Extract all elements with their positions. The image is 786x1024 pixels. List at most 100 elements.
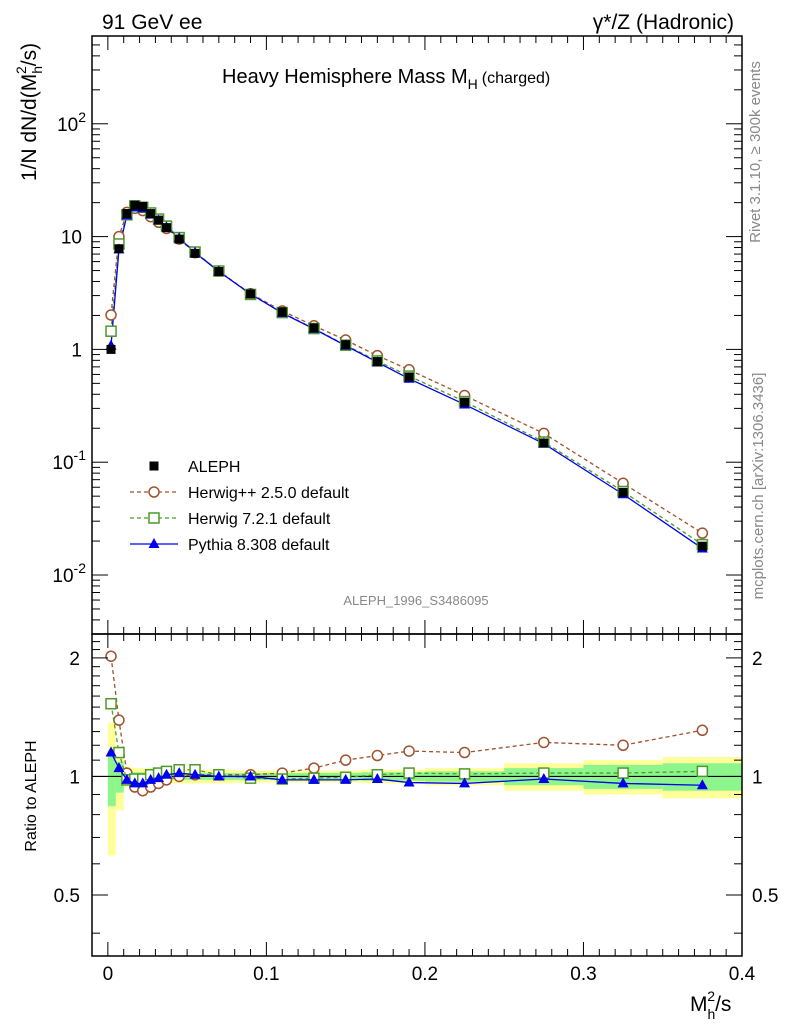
ratio-plot (105, 650, 709, 797)
y-tick-label: 10 (61, 228, 82, 249)
y-tick-label: 102 (57, 109, 86, 136)
plot-frames (91, 35, 743, 957)
data-point-aleph (246, 289, 256, 299)
data-point-herwigpp (308, 762, 320, 774)
axis-ticks: 0 0.1 0.2 0.3 0.4 10-2 10-1 1 10 102 0.5 0.5 1 1 2 2 (52, 35, 778, 985)
analysis-id: ALEPH_1996_S3486095 (343, 593, 488, 608)
ratio-band-stat (115, 761, 124, 793)
main-plot (105, 200, 709, 553)
ratio-y-tick-label-right: 2 (752, 649, 763, 670)
data-point-pythia (148, 538, 160, 548)
data-point-aleph (174, 234, 184, 244)
data-point-herwigpp (458, 746, 471, 759)
data-point-pythia (105, 746, 117, 757)
data-point-herwigpp (538, 736, 550, 749)
ratio-y-tick-label-left: 1 (69, 767, 80, 788)
x-axis-label-sub: h (708, 1006, 716, 1022)
x-axis-label: Mh 2/s (690, 988, 731, 1022)
data-point-pythia (189, 768, 201, 779)
data-point-herwigpp (696, 527, 709, 539)
data-point-aleph (309, 323, 319, 333)
legend-label: Herwig 7.2.1 default (188, 511, 331, 528)
data-point-herwigpp (113, 714, 125, 726)
data-point-aleph (190, 248, 200, 258)
data-point-pythia (113, 762, 125, 773)
source-label: mcplots.cern.ch [arXiv:1306.3436] (750, 373, 767, 600)
chart-title-main: Heavy Hemisphere Mass M (222, 66, 468, 88)
data-point-pythia (161, 768, 173, 779)
data-point-pythia (459, 777, 471, 788)
data-point-herwigpp (617, 739, 629, 752)
x-tick-label: 0 (103, 964, 114, 985)
data-point-herwigpp (148, 486, 160, 498)
y-tick-label: 10-2 (52, 560, 86, 587)
ratio-band-stat (107, 751, 116, 807)
ratio-uncertainty-bands (92, 722, 742, 856)
data-point-pythia (173, 767, 185, 778)
data-point-herwigpp (371, 749, 384, 762)
data-point-pythia (276, 773, 288, 784)
x-axis-label-main: M (690, 993, 708, 1016)
data-point-herwigpp (339, 754, 352, 766)
legend-label: ALEPH (188, 459, 240, 476)
data-point-aleph (106, 344, 116, 354)
data-point-aleph (162, 223, 172, 233)
x-axis-label-sup: 2 (707, 988, 715, 1004)
data-point-aleph (618, 487, 628, 497)
data-point-aleph (404, 372, 414, 382)
data-point-aleph (154, 215, 164, 225)
data-point-herwigpp (105, 309, 117, 321)
data-point-aleph (341, 340, 351, 350)
data-point-pythia (121, 773, 133, 784)
data-point-pythia (371, 773, 383, 784)
y-tick-label: 1 (71, 340, 82, 361)
data-point-pythia (213, 770, 225, 781)
data-point-aleph (114, 244, 124, 254)
data-point-aleph (697, 541, 707, 551)
data-point-herwig7 (617, 767, 629, 779)
ratio-y-axis-label: Ratio to ALEPH (23, 740, 40, 851)
data-point-aleph (539, 438, 549, 448)
data-point-herwigpp (105, 650, 117, 662)
rivet-label: Rivet 3.1.10, ≥ 300k events (747, 61, 764, 243)
data-point-aleph (146, 209, 156, 219)
chart-title-sub: H (468, 76, 478, 92)
ratio-line-square (110, 703, 703, 781)
data-point-herwig7 (458, 768, 471, 780)
data-point-pythia (308, 773, 320, 784)
ratio-y-tick-label-right: 1 (752, 767, 763, 788)
chart-title: Heavy Hemisphere Mass MH (charged) (222, 66, 550, 92)
data-point-aleph (130, 200, 140, 210)
y-axis-label-sub: h (29, 66, 45, 74)
data-point-pythia (403, 776, 415, 787)
x-tick-label: 0.3 (570, 964, 596, 985)
data-point-pythia (340, 773, 352, 784)
data-point-herwigpp (696, 724, 709, 737)
y-axis-label-sup: 2 (13, 66, 29, 74)
data-point-herwig7 (696, 765, 709, 778)
data-point-aleph (372, 357, 382, 367)
y-axis-label: 1/N dN/d(Mh2/s) (13, 43, 45, 181)
y-axis-label-main: 1/N dN/d(M (18, 74, 41, 181)
data-point-aleph (122, 209, 132, 219)
x-axis-label-suffix: /s (715, 993, 731, 1016)
legend-label: Pythia 8.308 default (188, 537, 330, 554)
data-point-aleph (277, 307, 287, 317)
ratio-y-tick-label-right: 0.5 (752, 886, 778, 907)
ratio-frame (91, 633, 743, 957)
energy-label: 91 GeV ee (102, 11, 202, 34)
x-tick-label: 0.2 (412, 964, 438, 985)
data-point-pythia (245, 770, 257, 781)
data-point-pythia (617, 777, 629, 788)
data-point-aleph (460, 397, 470, 407)
data-point-aleph (138, 201, 148, 211)
process-label: γ*/Z (Hadronic) (593, 11, 734, 34)
x-tick-label: 0.4 (729, 964, 756, 985)
x-tick-label: 0.1 (253, 964, 279, 985)
data-point-herwigpp (403, 745, 415, 757)
ratio-y-tick-label-left: 0.5 (54, 886, 80, 907)
data-point-pythia (137, 777, 149, 788)
data-point-aleph (149, 461, 159, 471)
ratio-y-tick-label-left: 2 (69, 649, 80, 670)
